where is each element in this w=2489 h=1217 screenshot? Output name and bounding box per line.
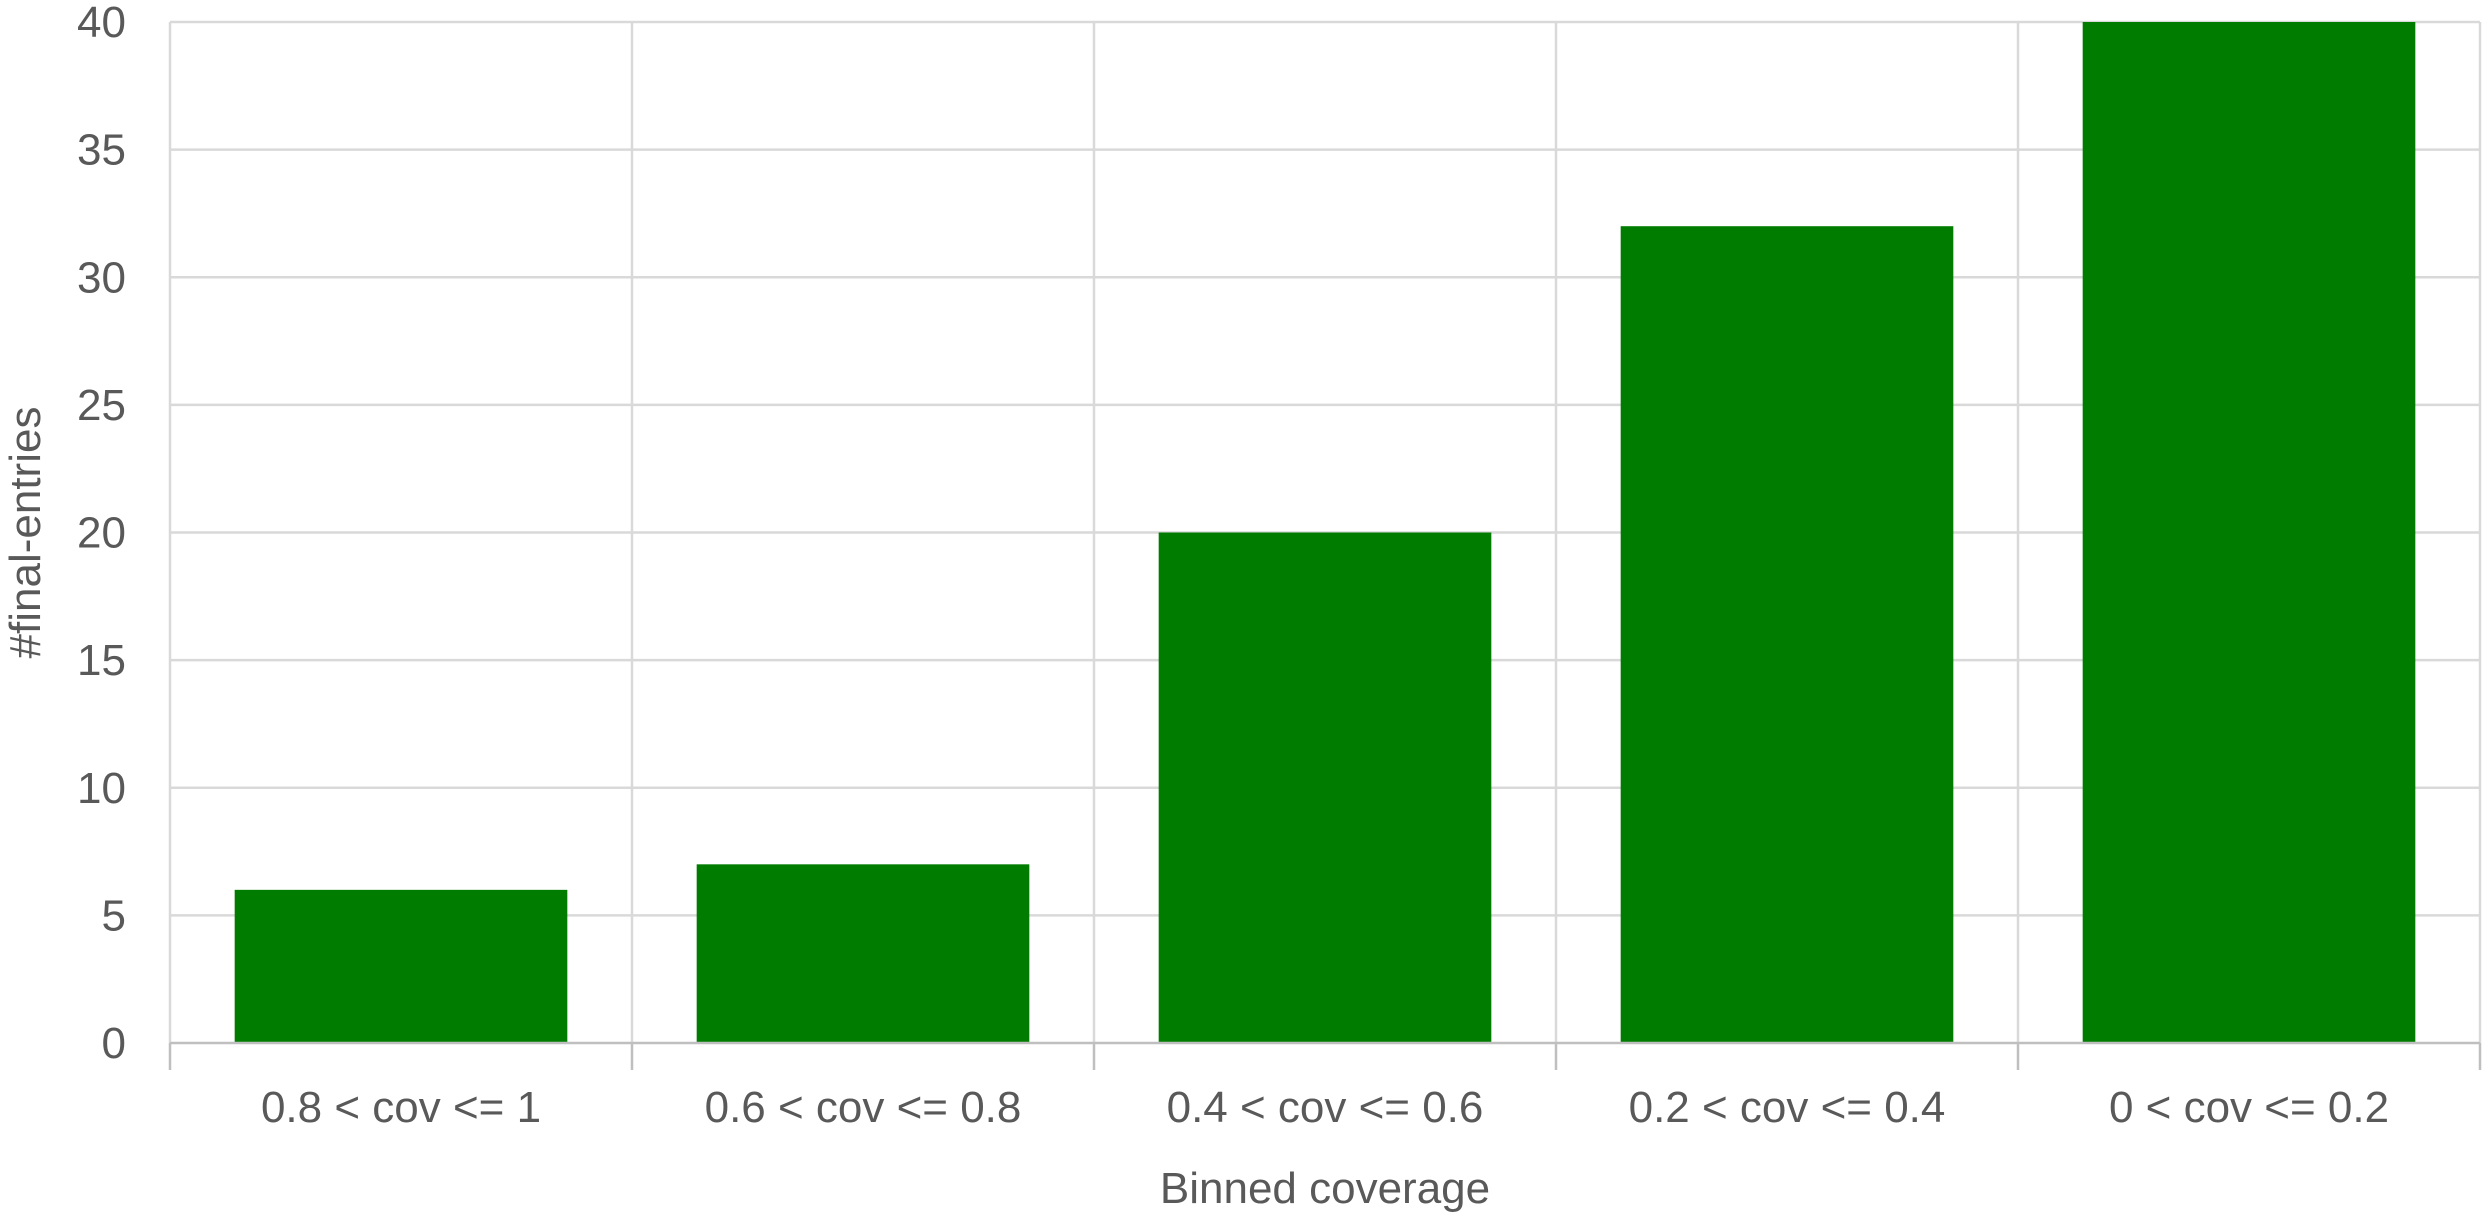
x-tick-label: 0.6 < cov <= 0.8 (705, 1083, 1022, 1132)
y-tick-label: 35 (77, 126, 126, 175)
x-axis-title: Binned coverage (1160, 1164, 1490, 1213)
bar (2082, 22, 2416, 1043)
x-tick-label: 0.4 < cov <= 0.6 (1167, 1083, 1484, 1132)
bar (1158, 532, 1492, 1043)
bar (1620, 226, 1954, 1043)
y-tick-label: 40 (77, 0, 126, 47)
y-tick-label: 20 (77, 509, 126, 558)
y-tick-label: 25 (77, 381, 126, 430)
bar (234, 889, 568, 1043)
y-tick-label: 15 (77, 636, 126, 685)
y-tick-label: 30 (77, 253, 126, 302)
x-tick-label: 0 < cov <= 0.2 (2109, 1083, 2389, 1132)
tick-labels: 0 5 10 15 20 25 30 35 40 0.8 < cov <= 1 0.6 < cov … (77, 0, 2389, 1132)
bars (234, 22, 2416, 1043)
y-tick-label: 0 (102, 1019, 126, 1068)
y-tick-label: 5 (102, 891, 126, 940)
axes (168, 1041, 2482, 1070)
y-tick-label: 10 (77, 764, 126, 813)
x-tick-label: 0.2 < cov <= 0.4 (1629, 1083, 1946, 1132)
x-tick-label: 0.8 < cov <= 1 (261, 1083, 541, 1132)
bar (696, 864, 1030, 1043)
grid (168, 20, 2482, 1043)
y-axis-title: #final-entries (1, 407, 50, 659)
